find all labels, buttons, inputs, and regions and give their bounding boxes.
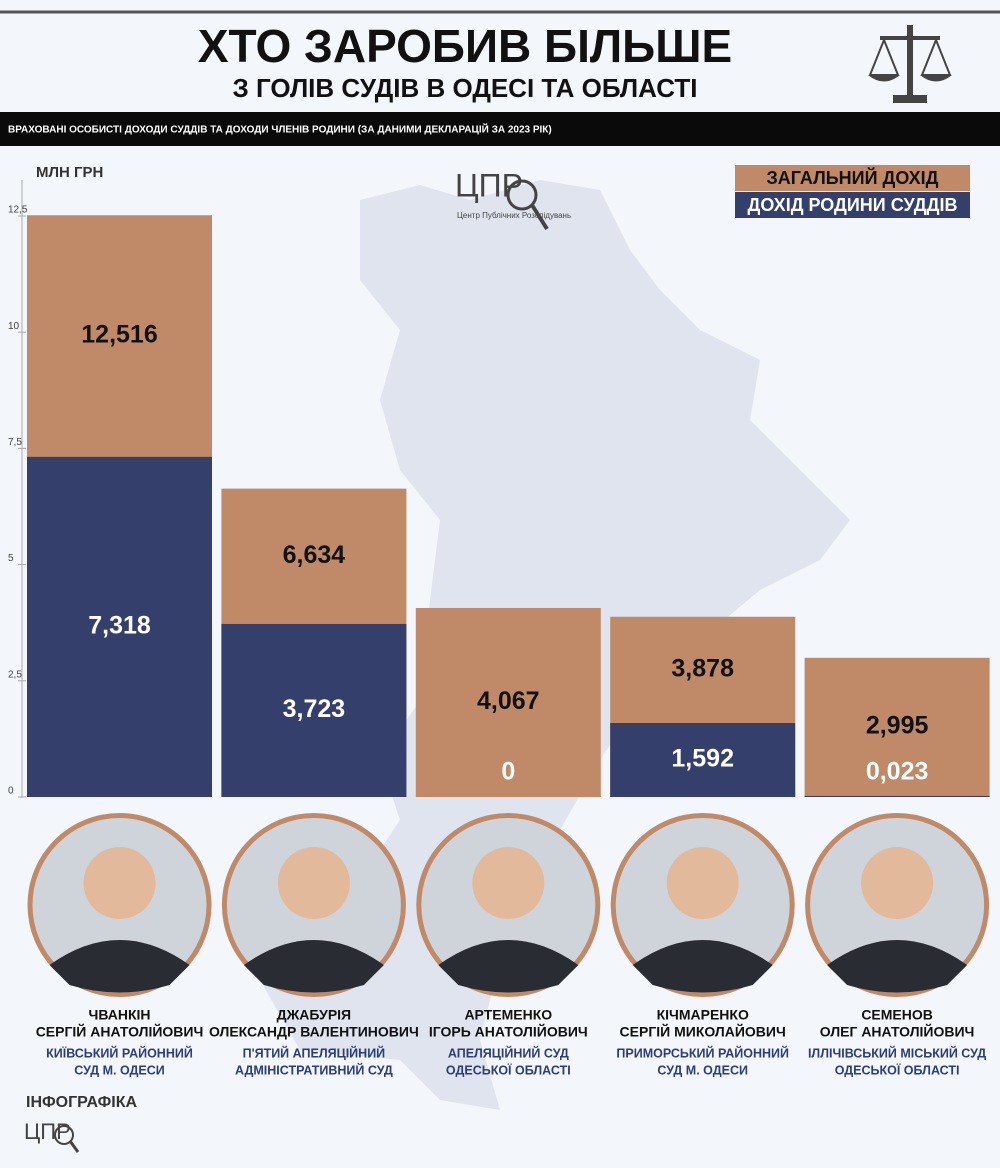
y-tick-label: 2,5 xyxy=(8,669,22,680)
judge-court: СУД М. ОДЕСИ xyxy=(74,1063,165,1077)
judge-court: ІЛЛІЧІВСЬКИЙ МІСЬКИЙ СУД xyxy=(808,1045,986,1060)
footer-logo-letters: ЦПР xyxy=(24,1119,71,1144)
total-bar xyxy=(804,657,990,797)
judge-name: ОЛЕКСАНДР ВАЛЕНТИНОВИЧ xyxy=(209,1024,419,1040)
total-bar xyxy=(415,607,601,797)
footer-logo-lens xyxy=(54,1125,74,1145)
logo-handle xyxy=(530,203,549,231)
total-value-label: 12,516 xyxy=(81,321,157,349)
portrait-head xyxy=(861,847,934,919)
logo: ЦПР Центр Публічних Розслідувань xyxy=(455,167,571,231)
total-value-label: 4,067 xyxy=(477,687,540,715)
total-value-label: 6,634 xyxy=(283,541,346,569)
legend-label: ЗАГАЛЬНИЙ ДОХІД xyxy=(767,167,939,188)
judge-name: СЕРГІЙ МИКОЛАЙОВИЧ xyxy=(620,1023,786,1040)
footer-logo: ЦПР xyxy=(24,1119,80,1153)
judge-court: СУД М. ОДЕСИ xyxy=(657,1063,748,1077)
judge-court: АПЕЛЯЦІЙНИЙ СУД xyxy=(448,1045,569,1060)
judge-name: ІГОРЬ АНАТОЛІЙОВИЧ xyxy=(429,1023,588,1040)
judge-court: КИЇВСЬКИЙ РАЙОННИЙ xyxy=(46,1045,193,1060)
family-bar xyxy=(27,456,212,797)
judge-surname: СЕМЕНОВ xyxy=(861,1007,933,1023)
legend-swatch xyxy=(735,192,970,218)
judge-name: ОЛЕГ АНАТОЛІЙОВИЧ xyxy=(820,1023,975,1040)
logo-lens xyxy=(506,179,538,211)
judge-surname: ДЖАБУРІЯ xyxy=(277,1007,351,1023)
title: ХТО ЗАРОБИВ БІЛЬШЕ xyxy=(198,20,732,72)
scale-icon xyxy=(868,25,952,103)
legend-label: ДОХІД РОДИНИ СУДДІВ xyxy=(748,195,958,215)
y-tick-label: 12,5 xyxy=(8,205,28,216)
judge-court: ОДЕСЬКОЇ ОБЛАСТІ xyxy=(446,1062,571,1077)
judge-court: ОДЕСЬКОЇ ОБЛАСТІ xyxy=(835,1062,960,1077)
portrait-head xyxy=(472,847,545,919)
y-axis-label: МЛН ГРН xyxy=(36,164,103,181)
judge-surname: АРТЕМЕНКО xyxy=(464,1007,552,1023)
judge-court: П'ЯТИЙ АПЕЛЯЦІЙНИЙ xyxy=(243,1045,386,1060)
judge-surname: ЧВАНКІН xyxy=(88,1007,150,1023)
total-value-label: 3,878 xyxy=(671,654,734,682)
portrait-head xyxy=(666,847,739,919)
family-value-label: 0,023 xyxy=(866,758,929,786)
family-value-label: 7,318 xyxy=(88,612,151,640)
y-tick-label: 10 xyxy=(8,321,20,332)
judge-surname: КІЧМАРЕНКО xyxy=(657,1007,749,1023)
y-tick-label: 0 xyxy=(8,786,14,797)
portrait-head xyxy=(83,847,156,919)
y-tick-label: 5 xyxy=(8,553,14,564)
total-value-label: 2,995 xyxy=(866,711,929,739)
legend-swatch xyxy=(735,165,970,191)
portrait-head xyxy=(277,847,350,919)
family-value-label: 1,592 xyxy=(671,745,734,773)
y-tick-label: 7,5 xyxy=(8,437,22,448)
judge-court: АДМІНІСТРАТИВНИЙ СУД xyxy=(235,1062,393,1077)
footer: ІНФОГРАФІКА xyxy=(26,1094,137,1111)
family-bar xyxy=(221,623,407,797)
portrait-body xyxy=(243,940,384,993)
portrait-body xyxy=(438,940,579,993)
family-bar xyxy=(804,795,990,797)
portrait-body xyxy=(49,940,190,993)
portrait-body xyxy=(632,940,773,993)
logo-caption: Центр Публічних Розслідувань xyxy=(457,211,571,220)
subtitle: З ГОЛІВ СУДІВ В ОДЕСІ ТА ОБЛАСТІ xyxy=(232,73,697,103)
note: ВРАХОВАНІ ОСОБИСТІ ДОХОДИ СУДДІВ ТА ДОХО… xyxy=(8,123,552,136)
footer-logo-handle xyxy=(68,1140,80,1153)
portrait-body xyxy=(827,940,968,993)
family-bar xyxy=(610,723,796,797)
note-banner xyxy=(0,112,1000,146)
family-value-label: 0 xyxy=(501,758,515,786)
judge-court: ПРИМОРСЬКИЙ РАЙОННИЙ xyxy=(616,1045,789,1060)
family-value-label: 3,723 xyxy=(283,695,346,723)
judge-name: СЕРГІЙ АНАТОЛІЙОВИЧ xyxy=(36,1023,204,1040)
